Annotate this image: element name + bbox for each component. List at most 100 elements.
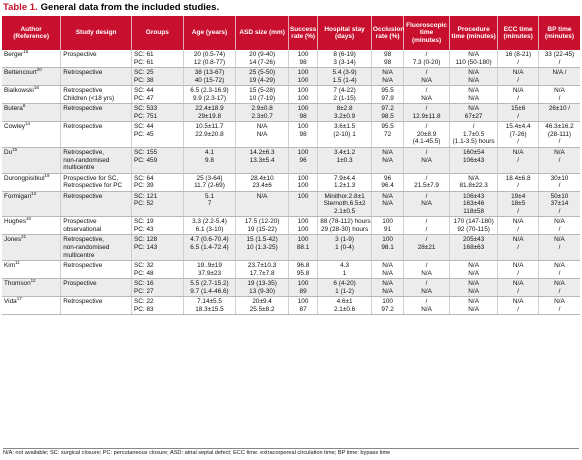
procedure-value: 67±27 bbox=[464, 112, 483, 120]
groups-cell: SC: 44 PC: 47 bbox=[131, 85, 184, 105]
bp-value: / bbox=[558, 269, 561, 277]
bp-cell: N/A / bbox=[538, 296, 580, 316]
groups-value: SC: 32 bbox=[134, 262, 154, 270]
occlusion-value: N/A bbox=[382, 192, 393, 200]
asd-value: 25.5±8.2 bbox=[249, 305, 275, 313]
age-value: 20 (0.5-74) bbox=[193, 51, 226, 58]
groups-cell: SC: 533 PC: 751 bbox=[131, 103, 184, 123]
reference-number: 21 bbox=[21, 234, 27, 240]
groups-value: PC: 143 bbox=[134, 244, 158, 252]
stay-cell: Minithor.2.8±1 Sternoth.6.5±2 2.1±0.5 bbox=[317, 191, 372, 218]
column-header: Occlusion rate (%) bbox=[371, 16, 404, 50]
success-value: 100 bbox=[297, 149, 309, 157]
procedure-cell: N/A N/A bbox=[449, 296, 499, 316]
asd-value: 20±9.4 bbox=[252, 298, 272, 306]
success-value: 100 bbox=[297, 298, 309, 306]
asd-value: 19 (15-22) bbox=[247, 225, 277, 233]
procedure-value: 106±43 bbox=[462, 156, 485, 164]
success-value: 96.8 bbox=[296, 262, 310, 270]
age-value: 18.3±15.5 bbox=[195, 305, 224, 313]
table-row: Jones21 Retrospective, non-randomised multi… bbox=[2, 234, 580, 262]
fluoro-value: / bbox=[425, 218, 428, 226]
procedure-value: N/A bbox=[468, 305, 479, 313]
design-cell: Retrospective Children (<18 yrs) bbox=[60, 85, 133, 105]
fluoro-value: 7.3 (0-20) bbox=[412, 58, 441, 66]
design-cell: Retrospective bbox=[60, 260, 133, 280]
ecc-value: 16 (8-21) bbox=[505, 51, 532, 58]
groups-value: PC: 38 bbox=[134, 76, 154, 84]
occlusion-cell: 97.2 98.5 bbox=[371, 103, 405, 123]
groups-value: PC: 39 bbox=[134, 182, 154, 190]
occlusion-value: N/A bbox=[382, 149, 393, 157]
occlusion-cell: 95.5 72 bbox=[371, 121, 405, 149]
bp-value: 50±10 bbox=[550, 192, 569, 200]
reference-number: 10 bbox=[26, 216, 32, 222]
fluoro-cell: /12.9±11.8 bbox=[403, 103, 450, 123]
success-cell: 100 100 bbox=[288, 173, 319, 192]
fluoro-value: N/A bbox=[421, 94, 432, 102]
design-cell: Retrospective, non-randomised multicentre bbox=[60, 147, 133, 174]
procedure-cell: /1.7±0.5 (1.1-3.5) hours bbox=[449, 121, 499, 149]
bp-value: N/A bbox=[554, 280, 565, 288]
asd-value: 23.7±10.3 bbox=[247, 262, 277, 270]
bp-cell: 26±10 / bbox=[538, 103, 580, 123]
stay-cell: 5.4 (3-9) 1.5 (1-4) bbox=[317, 67, 372, 87]
reference-number: 12 bbox=[30, 278, 36, 284]
ecc-value: (7-26) bbox=[509, 130, 527, 138]
procedure-value: (1.1-3.5) hours bbox=[452, 138, 495, 146]
stay-cell: 3.4±1.2 1±0.3 bbox=[317, 147, 372, 174]
age-value: 22.9±20.8 bbox=[195, 130, 224, 138]
author-name: Kim bbox=[4, 262, 16, 270]
bp-value: 46.3±16.2 bbox=[545, 123, 574, 131]
occlusion-value: 95.5 bbox=[381, 87, 394, 95]
groups-cell: SC: 19 PC: 43 bbox=[131, 216, 184, 236]
design-cell: Retrospective bbox=[60, 103, 133, 123]
design-cell: Retrospective bbox=[60, 191, 133, 218]
asd-cell: N/A bbox=[235, 191, 289, 218]
reference-number: 8 bbox=[22, 103, 26, 109]
ecc-value: / bbox=[517, 269, 520, 277]
ecc-cell: N/A / bbox=[497, 260, 539, 280]
column-header: Groups bbox=[131, 16, 184, 50]
age-cell: 4.7 (0.6-70.4) 6.5 (1.4-72.4) bbox=[183, 234, 237, 262]
design-value: Retrospective bbox=[63, 105, 103, 113]
design-value: non-randomised bbox=[63, 156, 110, 164]
age-value: 37.9±23 bbox=[197, 269, 222, 277]
stay-value: 7.9±4.4 bbox=[333, 174, 356, 182]
procedure-value: N/A bbox=[468, 94, 479, 102]
age-value: 29±19.8 bbox=[197, 112, 222, 120]
success-value: 100 bbox=[297, 225, 309, 233]
bp-value: N/A bbox=[554, 218, 565, 226]
reference-number: 18 bbox=[33, 85, 39, 91]
stay-value: 4.6±1 bbox=[336, 298, 353, 306]
success-cell: 100 98 bbox=[288, 50, 319, 69]
asd-value: 13 (9-30) bbox=[249, 287, 276, 295]
fluoro-value: / bbox=[425, 149, 428, 157]
age-value: 11.7 (2-69) bbox=[194, 182, 225, 190]
bp-value: / bbox=[558, 225, 561, 233]
table-row: Hughes10 Prospective observational SC: 19 PC… bbox=[2, 216, 580, 236]
fluoro-cell: / N/A bbox=[403, 296, 450, 316]
author-cell: Hughes10 bbox=[2, 216, 62, 236]
success-value: 100 bbox=[297, 182, 309, 190]
ecc-cell: N/A / bbox=[497, 278, 539, 298]
fluoro-value: N/A bbox=[421, 200, 432, 208]
author-cell: Vida17 bbox=[2, 296, 62, 316]
ecc-value: N/A bbox=[512, 280, 524, 288]
author-cell: Cowley14 bbox=[2, 121, 62, 149]
fluoro-cell: / N/A bbox=[403, 278, 450, 298]
bp-value: 37±14 bbox=[550, 200, 569, 208]
procedure-value: N/A bbox=[468, 87, 479, 95]
occlusion-value: N/A bbox=[382, 269, 393, 277]
asd-cell: 25 (5-50) 19 (4-29) bbox=[235, 67, 289, 87]
groups-cell: SC: 32 PC: 48 bbox=[131, 260, 184, 280]
age-cell: 10.5±11.7 22.9±20.8 bbox=[183, 121, 237, 149]
occlusion-value: 72 bbox=[384, 130, 392, 138]
occlusion-cell: 100 91 bbox=[371, 216, 405, 236]
table-row: Cowley14 Retrospective SC: 44 PC: 45 10.5±11… bbox=[2, 121, 580, 149]
bp-value: N/A bbox=[554, 262, 565, 270]
stay-value: 1±0.3 bbox=[336, 156, 353, 164]
age-value: 9.9 (2.3-17) bbox=[192, 94, 226, 102]
groups-value: PC: 47 bbox=[134, 94, 154, 102]
groups-value: SC: 61 bbox=[134, 51, 154, 58]
